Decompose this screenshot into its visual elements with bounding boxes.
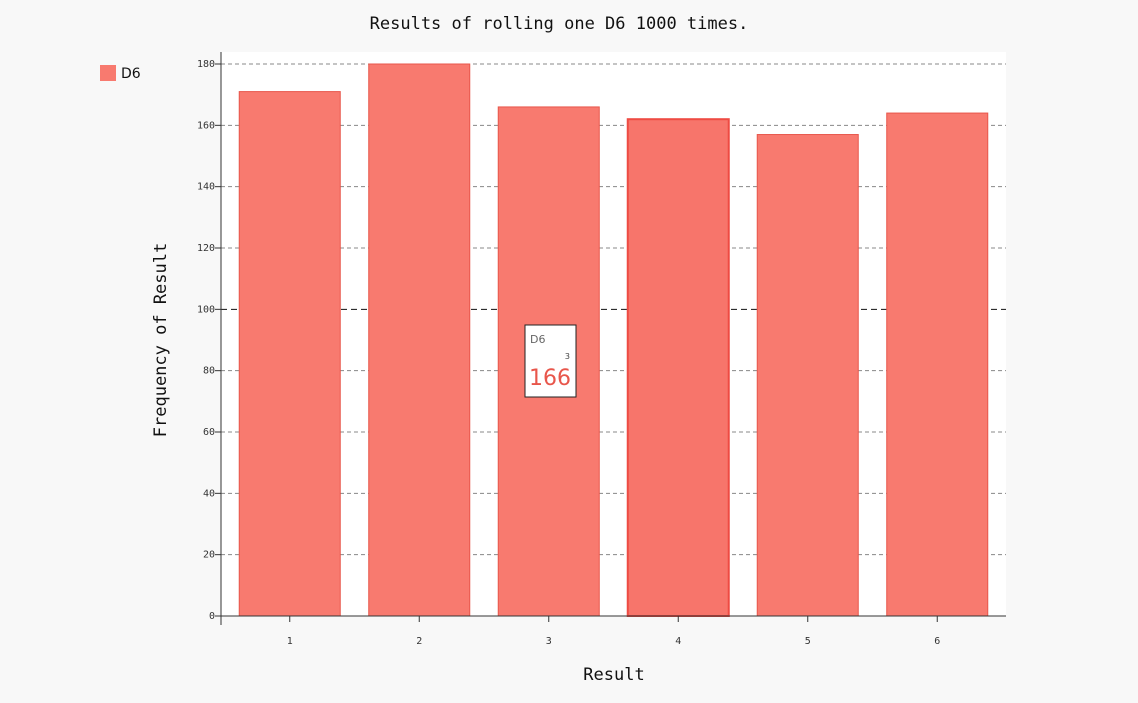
y-axis-title: Frequency of Result [151, 243, 171, 437]
tooltip-box [524, 324, 577, 398]
x-tick-label: 5 [805, 636, 811, 647]
x-axis-ticks: 1 2 3 4 5 6 [287, 616, 940, 647]
y-tick-label: 0 [209, 611, 215, 622]
tooltip-value: 166 [529, 366, 571, 391]
bar-6[interactable] [886, 112, 989, 617]
y-tick-label: 60 [203, 427, 215, 438]
bar-5[interactable] [756, 134, 859, 617]
legend-swatch[interactable] [100, 65, 116, 81]
y-tick-label: 40 [203, 488, 215, 499]
legend[interactable]: D6 [100, 65, 141, 82]
y-tick-label: 160 [197, 120, 215, 131]
y-tick-label: 120 [197, 243, 215, 254]
y-tick-label: 140 [197, 182, 215, 193]
x-axis-title: Result [583, 665, 644, 685]
y-axis-ticks: 0 20 40 60 80 100 120 140 160 180 [197, 59, 221, 622]
x-tick-label: 4 [675, 636, 681, 647]
y-tick-label: 100 [197, 304, 215, 315]
x-tick-label: 2 [416, 636, 422, 647]
y-tick-label: 20 [203, 550, 215, 561]
grid-lines [221, 63, 1006, 556]
bar-2[interactable] [368, 63, 471, 617]
x-tick-label: 6 [934, 636, 940, 647]
bar-1[interactable] [238, 91, 341, 617]
plot-area [221, 52, 1006, 616]
tooltip-series-label: D6 [530, 333, 545, 346]
tooltip-x-label: 3 [565, 352, 570, 361]
legend-label-d6[interactable]: D6 [121, 66, 141, 82]
bar-4[interactable] [626, 118, 730, 617]
tooltip: D6 3 166 [524, 324, 577, 398]
bars[interactable] [238, 63, 989, 617]
y-tick-label: 80 [203, 366, 215, 377]
chart-title: Results of rolling one D6 1000 times. [370, 14, 749, 34]
y-tick-label: 180 [197, 59, 215, 70]
x-tick-label: 3 [546, 636, 552, 647]
x-tick-label: 1 [287, 636, 293, 647]
